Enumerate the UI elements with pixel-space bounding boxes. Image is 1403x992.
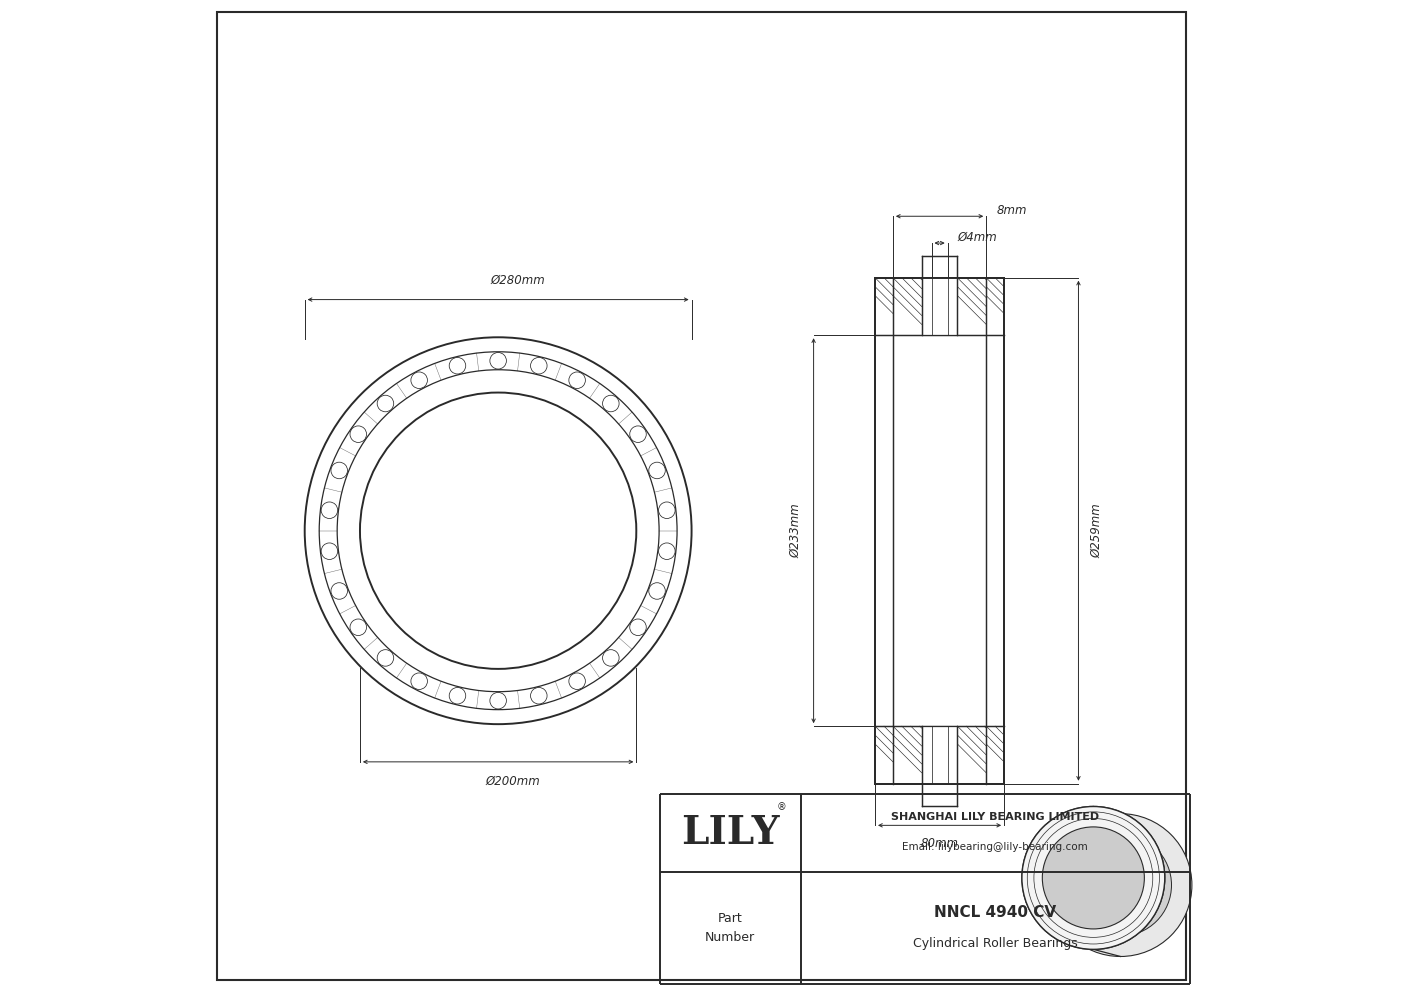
Ellipse shape	[1069, 834, 1172, 936]
Text: SHANGHAI LILY BEARING LIMITED: SHANGHAI LILY BEARING LIMITED	[891, 811, 1099, 822]
Text: Ø4mm: Ø4mm	[957, 230, 998, 244]
Text: LILY: LILY	[680, 813, 780, 852]
Bar	[922, 278, 957, 335]
Ellipse shape	[1021, 806, 1164, 949]
Text: 80mm: 80mm	[920, 837, 958, 850]
Text: Ø280mm: Ø280mm	[491, 274, 546, 287]
Bar	[875, 278, 1005, 784]
Text: 8mm: 8mm	[996, 203, 1027, 217]
Text: Cylindrical Roller Bearings: Cylindrical Roller Bearings	[913, 937, 1078, 950]
Text: ®: ®	[777, 802, 787, 812]
Text: NNCL 4940 CV: NNCL 4940 CV	[934, 905, 1056, 920]
Text: Part
Number: Part Number	[706, 912, 755, 944]
Ellipse shape	[1049, 813, 1193, 956]
Bar	[875, 278, 1005, 784]
Text: Ø259mm: Ø259mm	[1090, 503, 1103, 558]
Bar	[922, 726, 957, 784]
Text: Ø200mm: Ø200mm	[485, 775, 540, 788]
Text: Ø233mm: Ø233mm	[788, 503, 801, 558]
Ellipse shape	[1042, 827, 1145, 929]
Text: Email: lilybearing@lily-bearing.com: Email: lilybearing@lily-bearing.com	[902, 841, 1087, 852]
